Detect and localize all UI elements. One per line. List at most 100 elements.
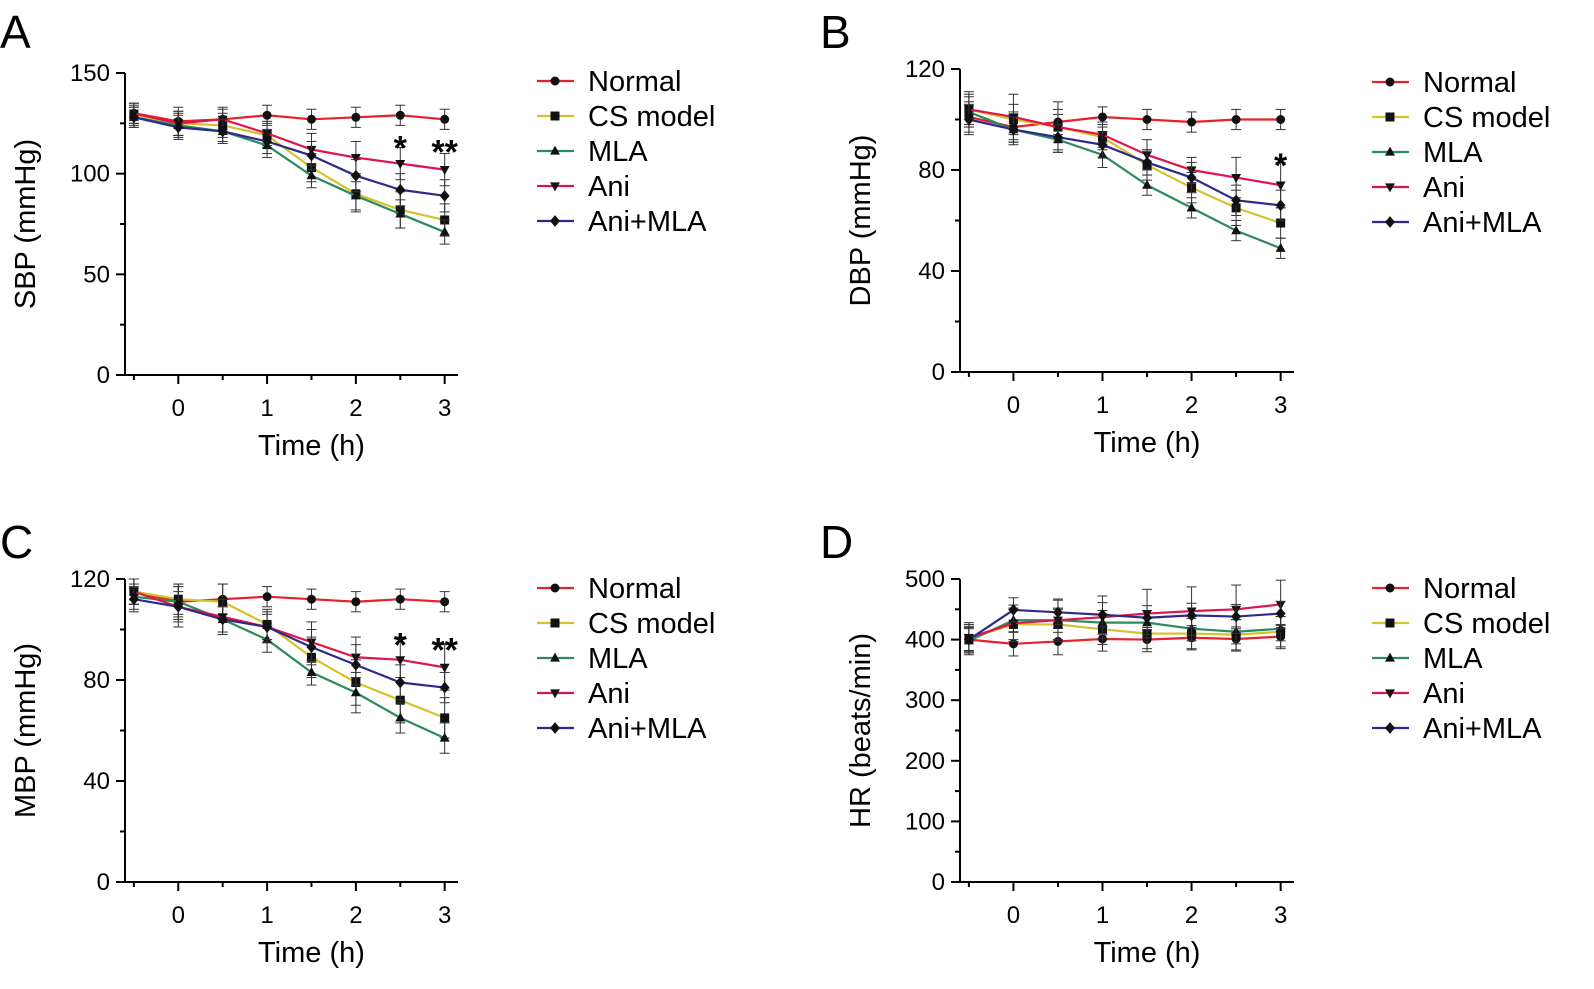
legend-marker <box>550 652 560 662</box>
legend-item: Ani+MLA <box>1372 713 1542 745</box>
data-point <box>1097 608 1108 621</box>
x-tick-label: 3 <box>1274 902 1287 929</box>
legend-label: Ani <box>588 678 630 710</box>
legend-item: Ani+MLA <box>1372 207 1542 239</box>
series-ani-mla <box>128 106 450 213</box>
data-point <box>439 226 450 236</box>
data-point <box>395 656 406 666</box>
x-axis-label: Time (h) <box>1094 937 1201 969</box>
x-tick-label: 2 <box>349 902 362 929</box>
data-point <box>1142 115 1152 124</box>
series-line <box>133 112 445 123</box>
legend-label: MLA <box>1423 643 1483 675</box>
series-line <box>133 598 445 689</box>
legend-item: Ani+MLA <box>537 713 707 745</box>
legend-item: CS model <box>537 101 715 133</box>
data-point <box>128 593 139 606</box>
legend-label: Normal <box>1423 67 1516 99</box>
y-tick-label: 120 <box>70 566 110 593</box>
data-point <box>1008 604 1019 616</box>
data-point <box>306 149 317 162</box>
legend-label: Ani <box>1423 172 1465 204</box>
legend-label: Normal <box>1423 573 1516 605</box>
panel-a: A 0 50 100 150 0 1 2 3 Time (h) SBP (mmHg) NormalCS… <box>0 6 715 462</box>
legend-label: Ani <box>1423 678 1465 710</box>
legend-marker <box>1385 77 1395 87</box>
y-tick-label: 100 <box>905 808 945 835</box>
legend-item: Ani <box>1372 172 1465 204</box>
data-point <box>963 633 974 646</box>
significance-marker: * <box>394 129 408 167</box>
x-tick-label: 0 <box>1007 902 1020 929</box>
series-line <box>968 115 1281 129</box>
legend-marker <box>550 583 560 593</box>
y-tick-label: 0 <box>97 362 110 389</box>
data-point <box>1231 610 1242 623</box>
data-point <box>350 659 361 671</box>
data-point <box>262 135 273 148</box>
data-point <box>395 110 405 120</box>
legend-marker <box>1385 216 1395 228</box>
x-tick-label: 2 <box>1185 902 1198 929</box>
data-point <box>262 110 272 120</box>
data-point <box>1231 194 1242 207</box>
significance-marker: ** <box>431 133 458 171</box>
significance-marker: * <box>394 627 408 665</box>
data-point <box>395 712 406 722</box>
data-point <box>1186 202 1197 212</box>
significance-marker: ** <box>431 632 458 670</box>
data-point <box>1186 171 1197 184</box>
data-point <box>173 121 184 134</box>
legend-item: MLA <box>1372 643 1483 675</box>
data-point <box>350 687 361 697</box>
data-point <box>1276 218 1286 228</box>
legend-item: Ani <box>537 171 630 203</box>
data-point <box>1098 112 1108 122</box>
x-axis-label: Time (h) <box>258 937 365 969</box>
legend-marker <box>1385 618 1395 628</box>
legend-item: MLA <box>537 136 648 168</box>
series-ani-mla <box>963 597 1286 656</box>
legend-marker <box>1385 652 1395 662</box>
y-tick-label: 100 <box>70 161 110 188</box>
series-line <box>133 116 445 197</box>
series-line <box>968 623 1281 640</box>
y-tick-label: 150 <box>70 60 110 87</box>
data-point <box>217 125 228 138</box>
legend-item: Ani <box>537 678 630 710</box>
legend-marker <box>550 618 560 628</box>
data-point <box>1275 199 1286 212</box>
legend-marker <box>1385 689 1395 699</box>
series-line <box>968 635 1281 645</box>
series-line <box>968 108 1281 225</box>
legend-item: Normal <box>537 573 681 605</box>
legend-marker <box>550 76 560 86</box>
legend-marker <box>550 182 560 192</box>
legend-label: Ani+MLA <box>1423 207 1542 239</box>
x-tick-label: 1 <box>260 902 273 929</box>
legend-item: Ani <box>1372 678 1465 710</box>
panel-label: B <box>820 6 851 58</box>
data-point <box>439 681 450 694</box>
legend-label: MLA <box>1423 137 1483 169</box>
y-tick-label: 120 <box>905 56 945 83</box>
y-axis-label: DBP (mmHg) <box>845 135 877 307</box>
legend-marker <box>1385 722 1395 734</box>
panel-c: C 0 40 80 120 0 1 2 3 Time (h) MBP (mmHg) NormalCS … <box>0 516 715 969</box>
legend-item: CS model <box>1372 608 1550 640</box>
y-tick-label: 500 <box>905 566 945 593</box>
legend-marker <box>550 111 560 121</box>
data-point <box>306 641 317 654</box>
y-axis-label: HR (beats/min) <box>845 633 877 828</box>
data-point <box>173 600 184 613</box>
data-point <box>1008 123 1019 136</box>
x-tick-label: 3 <box>1274 392 1287 419</box>
legend-label: Ani+MLA <box>588 713 707 745</box>
y-axis-label: MBP (mmHg) <box>10 643 42 818</box>
data-point <box>1231 115 1241 124</box>
x-tick-label: 1 <box>260 395 273 422</box>
data-point <box>1097 138 1108 151</box>
legend-label: MLA <box>588 136 648 168</box>
x-tick-label: 3 <box>438 902 451 929</box>
data-point <box>306 114 316 124</box>
